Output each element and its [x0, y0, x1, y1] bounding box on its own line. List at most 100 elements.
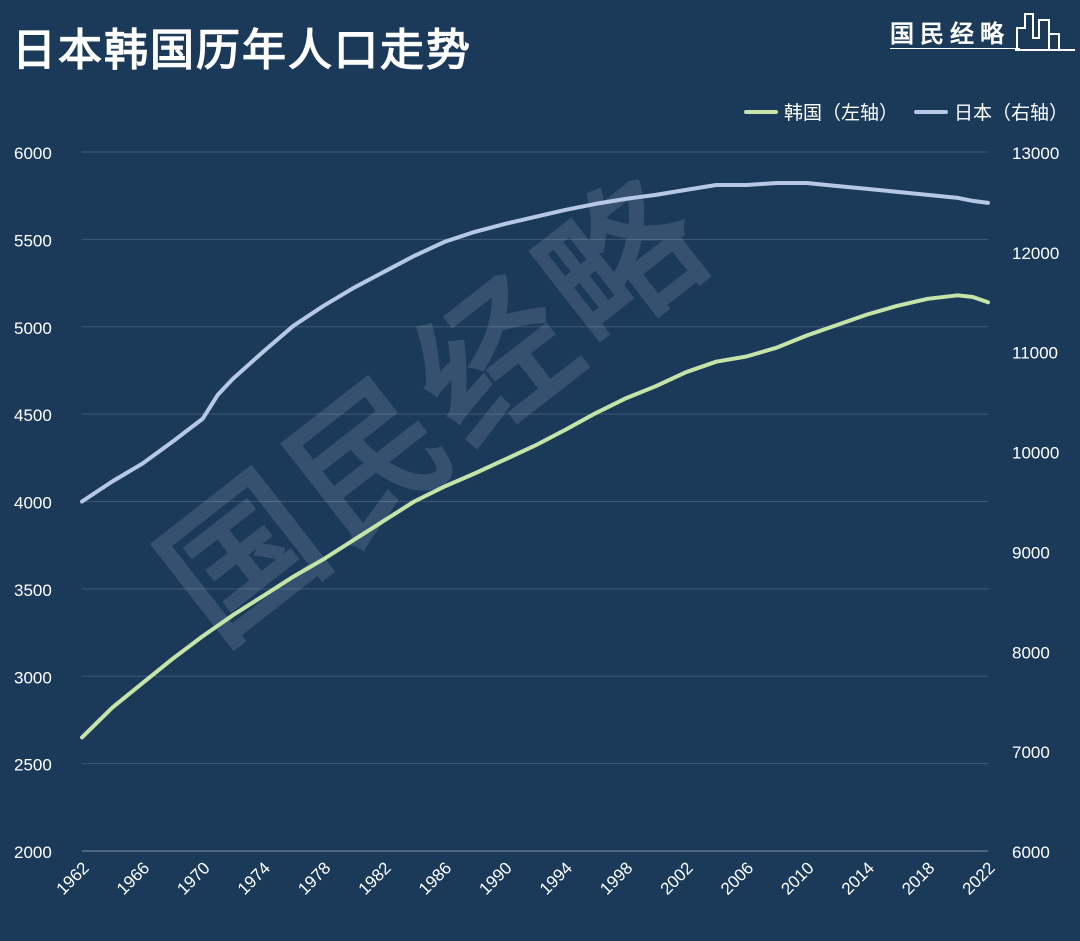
data-point-korea-1962 [81, 736, 84, 739]
data-point-korea-1971 [216, 624, 219, 627]
data-point-japan-2014 [866, 187, 869, 190]
data-point-korea-2000 [654, 385, 657, 388]
data-point-japan-1966 [141, 462, 144, 465]
y-left-tick-2500: 2500 [14, 756, 52, 775]
data-point-korea-1986 [443, 485, 446, 488]
brand-underline [890, 48, 1020, 49]
brand-logo: 国民经略 [890, 19, 1010, 48]
data-point-japan-2004 [715, 184, 718, 187]
data-point-japan-1980 [352, 286, 355, 289]
y-left-tick-5500: 5500 [14, 231, 52, 250]
skyline-icon [1015, 13, 1075, 51]
y-left-tick-2000: 2000 [14, 843, 52, 862]
y-left-tick-4500: 4500 [14, 406, 52, 425]
data-point-japan-2022 [987, 201, 990, 204]
x-tick-1998: 1998 [596, 858, 636, 898]
data-point-korea-2008 [775, 346, 778, 349]
x-tick-2014: 2014 [838, 858, 878, 898]
data-point-korea-1968 [171, 657, 174, 660]
data-point-japan-1998 [624, 197, 627, 200]
x-tick-1966: 1966 [113, 858, 153, 898]
data-point-japan-1968 [171, 440, 174, 443]
series-line-japan [80, 181, 990, 504]
data-point-japan-2002 [685, 188, 688, 191]
data-point-japan-1992 [534, 215, 537, 218]
y-left-tick-4000: 4000 [14, 494, 52, 513]
y-left-tick-3500: 3500 [14, 581, 52, 600]
y-right-tick-13000: 13000 [1012, 144, 1059, 163]
data-point-korea-2002 [685, 371, 688, 374]
data-point-korea-2016 [896, 304, 899, 307]
data-point-korea-1996 [594, 412, 597, 415]
y-right-tick-8000: 8000 [1012, 643, 1050, 662]
data-point-japan-1984 [413, 254, 416, 257]
data-point-korea-1994 [564, 428, 567, 431]
data-point-japan-1988 [473, 230, 476, 233]
data-point-korea-2006 [745, 355, 748, 358]
data-point-japan-1962 [81, 500, 84, 503]
x-tick-1970: 1970 [173, 858, 213, 898]
data-point-korea-1984 [413, 500, 416, 503]
data-point-japan-1976 [292, 324, 295, 327]
data-point-japan-2012 [836, 185, 839, 188]
data-point-korea-1982 [383, 519, 386, 522]
x-tick-1978: 1978 [294, 858, 334, 898]
y-right-tick-11000: 11000 [1012, 344, 1058, 363]
data-point-korea-1978 [322, 558, 325, 561]
legend-item-japan: 日本（右轴） [913, 98, 1068, 125]
x-tick-1962: 1962 [53, 858, 93, 898]
legend: 韩国（左轴） 日本（右轴） [743, 98, 1068, 125]
data-point-korea-1974 [262, 594, 265, 597]
data-point-japan-2016 [896, 190, 899, 193]
data-point-japan-1990 [503, 222, 506, 225]
data-point-japan-1986 [443, 240, 446, 243]
data-point-japan-2006 [745, 184, 748, 187]
data-point-japan-1996 [594, 202, 597, 205]
chart-title: 日本韩国历年人口走势 [12, 25, 472, 76]
y-right-tick-12000: 12000 [1012, 244, 1059, 263]
x-tick-1994: 1994 [536, 858, 576, 898]
data-point-japan-2020 [956, 196, 959, 199]
data-point-korea-1972 [232, 614, 235, 617]
y-left-tick-6000: 6000 [14, 144, 52, 163]
x-tick-2010: 2010 [777, 858, 817, 898]
legend-swatch-korea [743, 109, 778, 114]
y-right-tick-7000: 7000 [1012, 743, 1050, 762]
data-point-korea-2010 [805, 334, 808, 337]
data-point-japan-1978 [322, 304, 325, 307]
data-point-japan-1994 [564, 208, 567, 211]
data-point-japan-2008 [775, 182, 778, 185]
legend-swatch-japan [913, 109, 948, 114]
y-left-tick-5000: 5000 [14, 319, 52, 338]
x-tick-2018: 2018 [898, 858, 938, 898]
y-right-tick-6000: 6000 [1012, 843, 1050, 862]
data-point-korea-1988 [473, 472, 476, 475]
data-point-korea-1976 [292, 575, 295, 578]
data-point-korea-2018 [926, 297, 929, 300]
x-tick-1990: 1990 [475, 858, 515, 898]
data-point-korea-2022 [987, 301, 990, 304]
data-point-japan-1964 [111, 480, 114, 483]
legend-item-korea: 韩国（左轴） [743, 98, 898, 125]
data-point-japan-1982 [383, 270, 386, 273]
data-point-japan-1970 [201, 417, 204, 420]
data-point-korea-2020 [956, 294, 959, 297]
x-tick-2006: 2006 [717, 858, 757, 898]
y-right-tick-10000: 10000 [1012, 444, 1059, 463]
data-point-korea-1990 [503, 458, 506, 461]
x-tick-1986: 1986 [415, 858, 455, 898]
data-point-japan-1971 [216, 393, 219, 396]
x-tick-2022: 2022 [959, 858, 999, 898]
data-point-korea-2012 [836, 324, 839, 327]
data-point-korea-1980 [352, 538, 355, 541]
data-point-korea-1966 [141, 682, 144, 685]
data-point-korea-1964 [111, 706, 114, 709]
series-line-korea [80, 293, 990, 740]
legend-label-korea: 韩国（左轴） [783, 102, 898, 124]
data-point-korea-1992 [534, 444, 537, 447]
data-point-japan-2000 [654, 193, 657, 196]
data-point-korea-2004 [715, 360, 718, 363]
x-tick-1974: 1974 [234, 858, 274, 898]
